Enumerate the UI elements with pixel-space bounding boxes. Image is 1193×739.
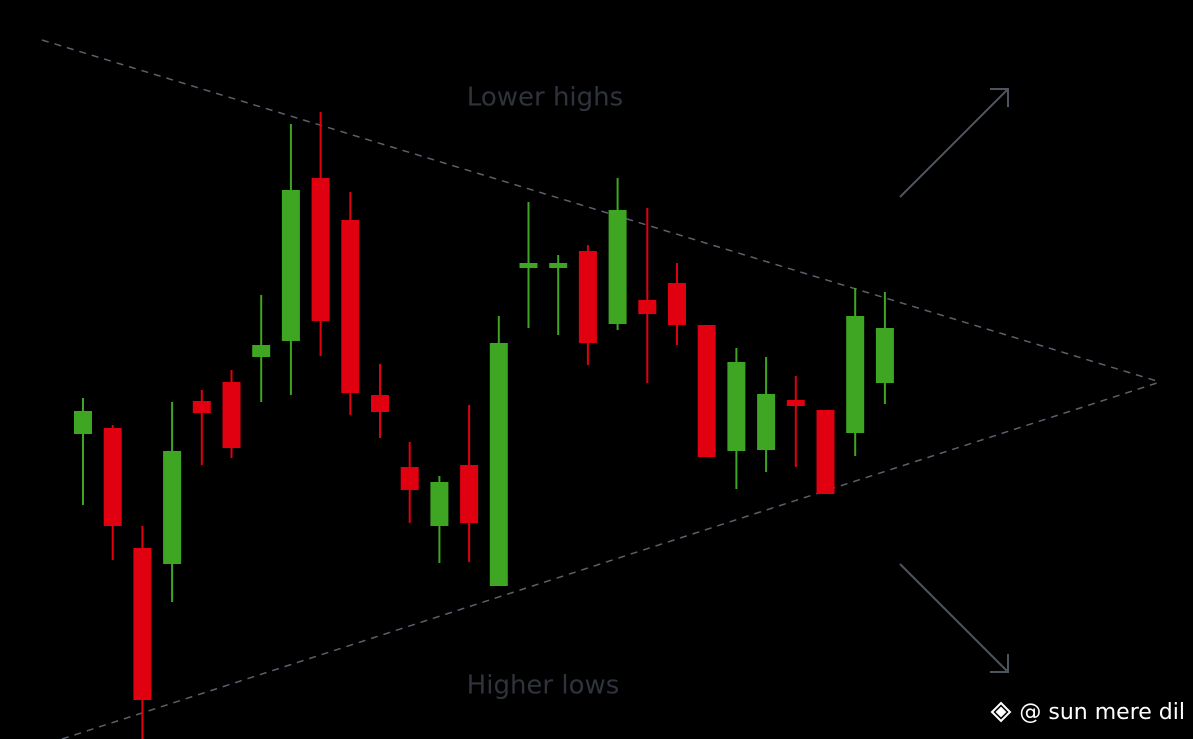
watermark: @ sun mere dil <box>1019 700 1185 725</box>
candle-body <box>341 220 360 393</box>
watermark-icon <box>990 701 1012 723</box>
candle-body <box>786 400 805 406</box>
candle-body <box>74 411 92 434</box>
annotation: Higher lows <box>467 671 620 701</box>
candle-body <box>608 210 627 324</box>
candle-body <box>311 178 330 321</box>
candle-body <box>281 190 300 341</box>
candle-body <box>460 465 479 523</box>
candle-body <box>133 548 152 700</box>
candle-body <box>697 325 716 457</box>
candle-body <box>222 382 241 448</box>
candle-body <box>846 316 865 433</box>
candle-body <box>252 345 271 357</box>
candle-body <box>549 263 568 268</box>
candle-body <box>668 283 686 325</box>
candle-body <box>489 343 508 586</box>
candle-body <box>578 251 597 343</box>
candle-body <box>163 451 182 564</box>
candle-body <box>430 482 449 526</box>
candle-body <box>875 328 894 383</box>
candle-body <box>519 263 538 268</box>
breakout-arrows <box>899 88 1009 673</box>
candle-body <box>638 300 657 314</box>
candle-body <box>371 395 389 412</box>
candle-body <box>727 362 746 451</box>
annotation: Lower highs <box>467 83 623 113</box>
candle-body <box>103 428 122 526</box>
candle-body <box>816 410 835 494</box>
candle-body <box>400 467 419 490</box>
support-line <box>61 381 1161 739</box>
candle-body <box>192 401 211 413</box>
candle-body <box>757 394 776 450</box>
